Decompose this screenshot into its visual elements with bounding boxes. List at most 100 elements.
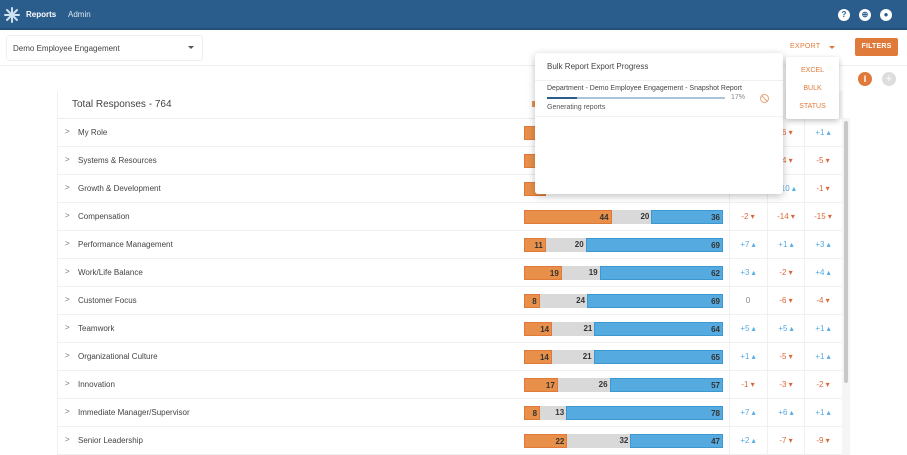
distribution-bar: 11 20 69 — [524, 238, 723, 252]
chevron-right-icon[interactable]: > — [65, 351, 70, 360]
bar-positive: 47 — [630, 434, 723, 448]
table-row[interactable]: > Innovation 17 26 57 -1 ▾ -3 ▾ -2 ▾ — [58, 371, 843, 399]
chevron-right-icon[interactable]: > — [65, 323, 70, 332]
nav-reports[interactable]: Reports — [26, 10, 57, 19]
menu-item-excel[interactable]: EXCEL — [801, 67, 824, 74]
delta-1: -1 ▾ — [730, 380, 766, 389]
table-row[interactable]: > Senior Leadership 22 32 47 +2 ▴ -7 ▾ -9 ▾ — [58, 427, 843, 455]
arrow-up-icon: ▴ — [824, 268, 831, 277]
arrow-up-icon: ▴ — [824, 240, 831, 249]
chevron-right-icon[interactable]: > — [65, 267, 70, 276]
chevron-right-icon[interactable]: > — [65, 127, 70, 136]
export-button[interactable]: EXPORT — [790, 43, 821, 50]
bulk-export-modal: Bulk Report Export Progress Department -… — [535, 53, 783, 194]
arrow-up-icon: ▴ — [749, 240, 756, 249]
export-caret-icon[interactable] — [829, 46, 835, 49]
table-row[interactable]: > Teamwork 14 21 64 +5 ▴ +5 ▴ +1 ▴ — [58, 315, 843, 343]
delta-3: +1 ▴ — [805, 324, 841, 333]
chevron-right-icon[interactable]: > — [65, 183, 70, 192]
arrow-up-icon: ▴ — [749, 408, 756, 417]
delta-value: +1 — [778, 240, 788, 249]
divider — [729, 427, 730, 455]
delta-2: -6 ▾ — [768, 296, 804, 305]
delta-2: -14 ▾ — [768, 212, 804, 221]
chevron-right-icon[interactable]: > — [65, 407, 70, 416]
table-row[interactable]: > Immediate Manager/Supervisor 8 13 78 +7 ▴ +6… — [58, 399, 843, 427]
delta-2: +5 ▴ — [768, 324, 804, 333]
distribution-bar: 44 20 36 — [524, 210, 723, 224]
help-icon[interactable]: ? — [838, 9, 850, 21]
delta-2: +1 ▴ — [768, 240, 804, 249]
arrow-up-icon: ▴ — [824, 128, 831, 137]
divider — [804, 399, 805, 427]
bar-positive: 62 — [599, 266, 723, 280]
chevron-down-icon — [188, 46, 194, 49]
app-logo-icon[interactable] — [4, 7, 20, 23]
arrow-down-icon: ▾ — [786, 268, 793, 277]
add-icon[interactable]: + — [882, 72, 896, 86]
bar-neutral: 21 — [552, 322, 595, 336]
divider — [767, 259, 768, 287]
survey-select[interactable]: Demo Employee Engagement — [6, 35, 203, 61]
arrow-down-icon: ▾ — [748, 380, 755, 389]
bar-negative: 17 — [524, 378, 558, 392]
legend-negative-swatch — [532, 101, 537, 107]
divider — [729, 259, 730, 287]
delta-1: 0 — [730, 296, 766, 305]
table-row[interactable]: > Work/Life Balance 19 19 62 +3 ▴ -2 ▾ +4 ▴ — [58, 259, 843, 287]
divider — [767, 287, 768, 315]
account-icon[interactable]: ● — [880, 9, 892, 21]
arrow-up-icon: ▴ — [749, 324, 756, 333]
nav-admin[interactable]: Admin — [68, 10, 91, 19]
survey-select-value: Demo Employee Engagement — [13, 44, 120, 53]
bar-negative: 22 — [524, 434, 568, 448]
chevron-right-icon[interactable]: > — [65, 435, 70, 444]
menu-item-bulk[interactable]: BULK — [803, 85, 822, 92]
chevron-right-icon[interactable]: > — [65, 295, 70, 304]
delta-1: +2 ▴ — [730, 436, 766, 445]
chevron-right-icon[interactable]: > — [65, 155, 70, 164]
arrow-down-icon: ▾ — [786, 296, 793, 305]
filters-button[interactable]: FILTERS — [855, 38, 898, 56]
arrow-up-icon: ▴ — [787, 408, 794, 417]
delta-3: -4 ▾ — [805, 296, 841, 305]
delta-value: +7 — [740, 240, 750, 249]
divider — [535, 80, 783, 81]
divider — [767, 343, 768, 371]
delta-value: +7 — [740, 408, 750, 417]
arrow-down-icon: ▾ — [786, 436, 793, 445]
scrollbar-thumb[interactable] — [844, 121, 848, 383]
bar-neutral: 26 — [557, 378, 610, 392]
chevron-right-icon[interactable]: > — [65, 211, 70, 220]
table-row[interactable]: > Customer Focus 8 24 69 0 -6 ▾ -4 ▾ — [58, 287, 843, 315]
bar-positive: 69 — [587, 294, 723, 308]
divider — [729, 231, 730, 259]
table-row[interactable]: > Organizational Culture 14 21 65 +1 ▴ -5 ▾ +1 … — [58, 343, 843, 371]
arrow-up-icon: ▴ — [787, 240, 794, 249]
divider — [804, 315, 805, 343]
divider — [804, 259, 805, 287]
chevron-right-icon[interactable]: > — [65, 379, 70, 388]
delta-value: +5 — [778, 324, 788, 333]
chevron-right-icon[interactable]: > — [65, 239, 70, 248]
row-label: Organizational Culture — [78, 352, 158, 361]
arrow-up-icon: ▴ — [787, 324, 794, 333]
delta-value: +4 — [815, 268, 825, 277]
delta-3: +1 ▴ — [805, 352, 841, 361]
divider — [804, 175, 805, 203]
delta-3: -2 ▾ — [805, 380, 841, 389]
arrow-down-icon: ▾ — [823, 184, 830, 193]
globe-icon[interactable]: ⊕ — [859, 9, 871, 21]
delta-3: +1 ▴ — [805, 128, 841, 137]
info-toggle-icon[interactable]: I — [858, 72, 872, 86]
row-label: Immediate Manager/Supervisor — [78, 408, 190, 417]
job-name: Department - Demo Employee Engagement - … — [547, 85, 742, 92]
delta-value: -7 — [779, 436, 787, 445]
delta-2: +6 ▴ — [768, 408, 804, 417]
delta-value: +1 — [815, 352, 825, 361]
cancel-icon[interactable] — [760, 94, 769, 103]
distribution-bar: 17 26 57 — [524, 378, 723, 392]
table-row[interactable]: > Performance Management 11 20 69 +7 ▴ +1 ▴ +3 … — [58, 231, 843, 259]
table-row[interactable]: > Compensation 44 20 36 -2 ▾ -14 ▾ -15 ▾ — [58, 203, 843, 231]
menu-item-status[interactable]: STATUS — [799, 103, 826, 110]
